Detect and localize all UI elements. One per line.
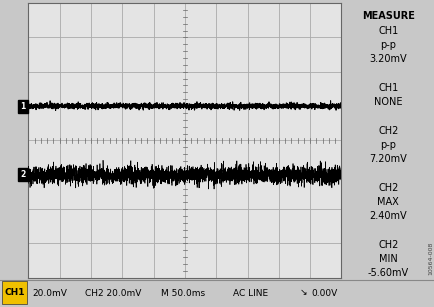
Text: M 50.0ms: M 50.0ms	[161, 289, 204, 297]
Text: p-p: p-p	[379, 140, 395, 150]
Text: AC LINE: AC LINE	[232, 289, 267, 297]
Text: 3.20mV: 3.20mV	[368, 54, 406, 64]
Text: 20.0mV: 20.0mV	[33, 289, 67, 297]
Text: 2.40mV: 2.40mV	[368, 211, 406, 221]
Text: MEASURE: MEASURE	[361, 11, 414, 21]
Text: CH1: CH1	[4, 288, 25, 297]
Text: CH2: CH2	[377, 240, 398, 250]
Bar	[18, 168, 28, 181]
Bar	[18, 99, 28, 113]
Text: CH1: CH1	[377, 25, 398, 36]
Text: CH2: CH2	[377, 183, 398, 193]
Text: p-p: p-p	[379, 40, 395, 50]
Text: MIN: MIN	[378, 254, 397, 264]
Bar	[2, 281, 27, 304]
Text: 0.00V: 0.00V	[310, 289, 336, 297]
Text: ↘: ↘	[299, 289, 307, 297]
Text: CH2: CH2	[377, 126, 398, 136]
Text: MAX: MAX	[377, 197, 398, 207]
Text: -5.60mV: -5.60mV	[367, 269, 408, 278]
Text: CH2 20.0mV: CH2 20.0mV	[85, 289, 141, 297]
Text: 2: 2	[20, 170, 25, 179]
Text: 7.20mV: 7.20mV	[368, 154, 406, 164]
Text: NONE: NONE	[373, 97, 401, 107]
Text: CH1: CH1	[377, 83, 398, 93]
Text: 1: 1	[20, 102, 25, 111]
Text: 10564-008: 10564-008	[427, 242, 432, 275]
